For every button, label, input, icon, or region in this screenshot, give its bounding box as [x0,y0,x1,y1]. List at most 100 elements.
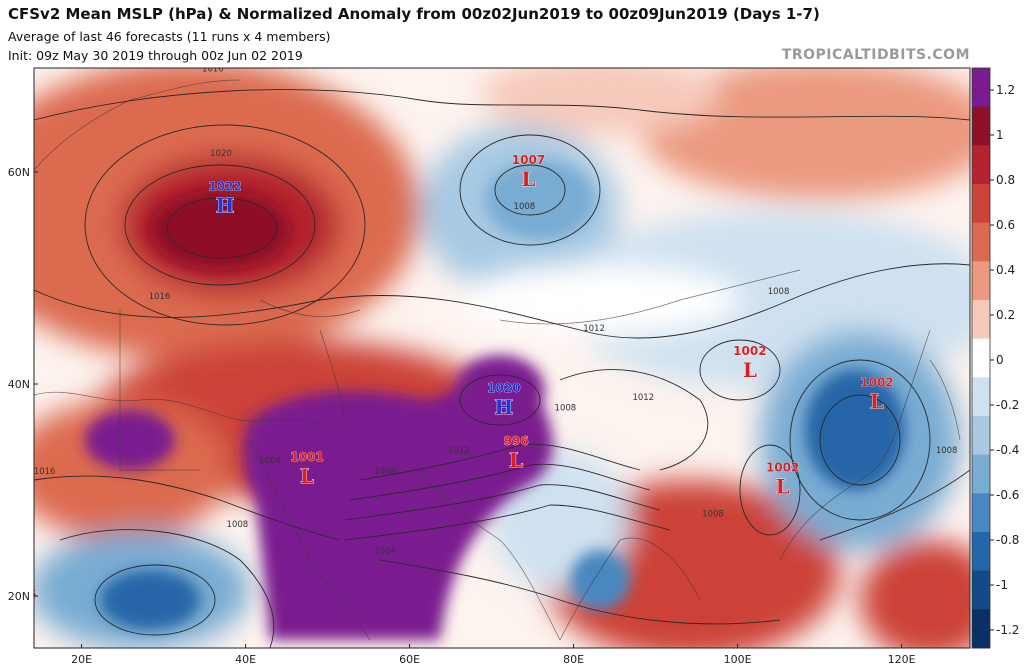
center-value: 1020 [487,381,520,395]
anom-pos-ne [640,68,970,200]
isobar-1008-ring [459,134,601,246]
center-symbol: L [13,602,27,626]
lat-label: 20N [8,590,30,603]
colorbar-swatch [972,145,990,185]
colorbar-swatch [972,377,990,417]
colorbar-swatch [972,338,990,378]
isobar-label: 1008 [514,202,536,212]
coast-india-east [559,537,701,641]
isobar-tibet-4 [344,504,671,541]
isobar-1016-ring [84,124,366,326]
isobar-label: 1008 [227,520,249,530]
isobar-mid-west [34,289,581,331]
colorbar-tick-label: -0.4 [996,443,1019,457]
isobar-label: 1012 [583,324,605,334]
center-value: 996 [504,434,529,448]
longitude-axis: 20E 40E 60E 80E 100E 120E [71,644,916,666]
colorbar-tick-label: -1.2 [996,623,1019,637]
colorbar-swatch [972,261,990,301]
isobar-label: 1016 [34,467,56,477]
isobar-label: 1016 [202,64,224,74]
colorbar-tick-label: -0.2 [996,398,1019,412]
center-value: 1005 [3,588,36,602]
isobar-africa-low-ring [94,564,216,636]
isobar-tarim-high-ring [459,374,541,426]
colorbar-tick-label: 0.8 [996,173,1015,187]
colorbar-swatch [972,68,990,108]
anom-core-purple-west [85,410,175,470]
isobar-label: 1004 [259,457,281,467]
coast-mediterranean [34,391,331,431]
center-value: 1002 [860,376,893,390]
isobar-tibet-1 [359,443,641,481]
latitude-axis: 60N 40N 20N [8,166,38,603]
isobar-contours [34,89,970,648]
lat-label: 40N [8,378,30,391]
colorbar-swatch [972,609,990,649]
colorbar-tick-label: 0.2 [996,308,1015,322]
border-mongolia [499,269,801,325]
center-symbol: L [776,474,790,498]
colorbar-tick-label: 0.4 [996,263,1015,277]
isobar-labels: 1016 1020 1016 1008 1008 1012 1012 1008 1012 1008… [34,64,957,557]
center-symbol: L [743,358,757,382]
isobar-north [34,89,970,121]
map-title: CFSv2 Mean MSLP (hPa) & Normalized Anoma… [8,5,820,23]
center-value: 1002 [733,344,766,358]
isobar-tibet-2 [349,463,651,501]
center-symbol: H [216,194,235,218]
isobar-1022-ring [166,197,278,259]
coast-black-sea [259,299,361,317]
anom-core-bay [570,550,630,610]
anom-core-purple-tarim [455,355,545,425]
coast-china-east [779,329,931,561]
colorbar-swatch [972,416,990,456]
colorbar: 1.2 1 0.8 0.6 0.4 0.2 0 -0.2 -0.4 -0.6 -0.8 -1 -1.2 [971,67,1019,649]
colorbar-swatch [972,454,990,494]
brand-watermark: TROPICALTIDBITS.COM [781,47,970,63]
coastlines [34,79,961,641]
colorbar-tick-label: -1 [996,578,1008,592]
center-value: 1001 [290,450,323,464]
colorbar-swatch [972,532,990,572]
isobar-1016-south [34,475,341,541]
anom-core-low-1005 [100,570,200,630]
center-value: 1022 [208,180,241,194]
isobar-central-low-ring [739,444,801,536]
coast-caspian [319,329,346,421]
coast-japan [929,359,961,441]
border-africa [119,310,200,471]
colorbar-swatch [972,184,990,224]
anom-core-low-1002-east [805,370,905,490]
coast-india-west [419,469,561,641]
lon-label: 100E [724,653,752,666]
lon-label: 120E [888,653,916,666]
high-pressure-center: 1018H [0,397,29,435]
colorbar-tick-label: -0.8 [996,533,1019,547]
colorbar-swatch [972,300,990,340]
isobar-1008-south [59,529,275,648]
isobar-label: 1008 [702,510,724,520]
colorbar-swatch [972,222,990,262]
lon-label: 40E [235,653,256,666]
isobar-tibet-3 [344,484,661,521]
colorbar-tick-label: -0.6 [996,488,1019,502]
isobar-label: 1012 [632,393,654,403]
center-symbol: H [2,411,21,435]
center-value: 1002 [766,460,799,474]
colorbar-swatch [972,570,990,610]
coast-red-sea [249,439,371,641]
colorbar-swatch [972,493,990,533]
center-symbol: L [300,464,314,488]
lon-label: 20E [71,653,92,666]
colorbar-tick-label: 1 [996,128,1004,142]
map-field: 1016 1020 1016 1008 1008 1012 1012 1008 1012 1008… [0,64,970,648]
center-symbol: L [509,448,523,472]
colorbar-swatch [972,106,990,146]
